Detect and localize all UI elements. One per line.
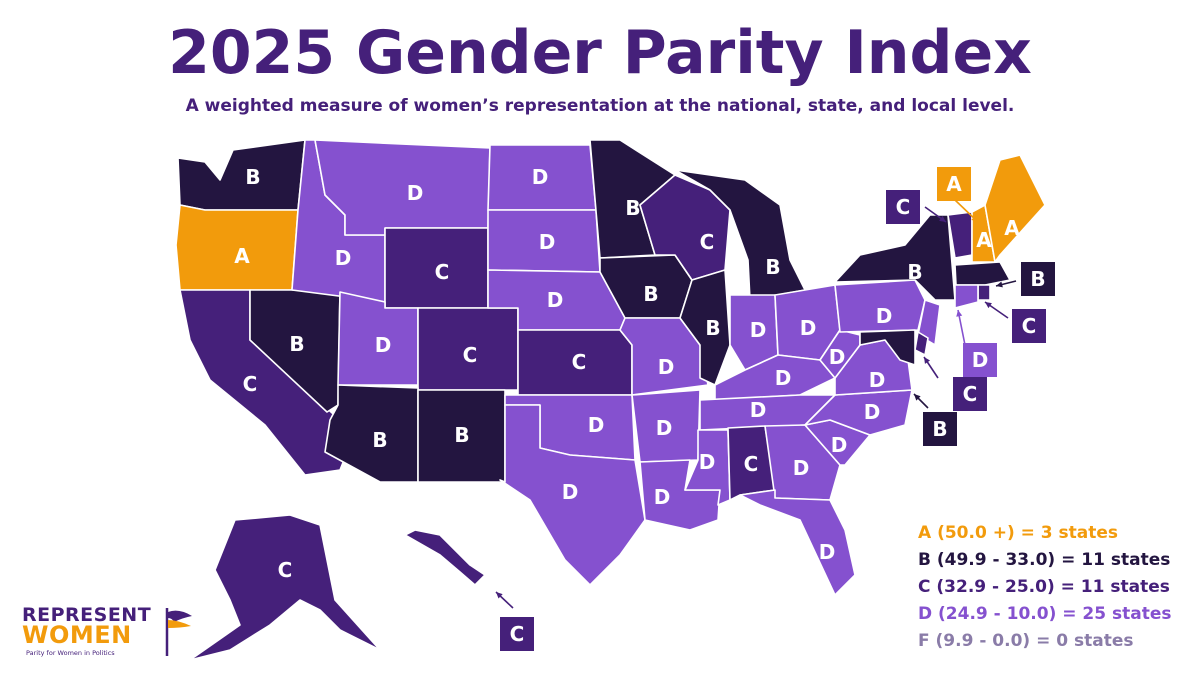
callout-box-ri (1012, 309, 1046, 343)
callout-label-hi: C (510, 622, 525, 646)
callout-box-hi (500, 617, 534, 651)
state-ri[interactable] (977, 284, 991, 301)
state-grade-label-pa: D (876, 304, 893, 328)
legend: A (50.0 +) = 3 states B (49.9 - 33.0) = … (918, 520, 1172, 655)
state-grade-label-il: B (705, 316, 720, 340)
state-wa[interactable] (177, 139, 306, 211)
state-grade-label-ut: D (375, 333, 392, 357)
state-grade-label-nh: A (976, 228, 992, 252)
state-grade-label-ia: B (643, 282, 658, 306)
state-de[interactable] (914, 331, 929, 356)
state-tx[interactable] (499, 404, 646, 586)
state-grade-label-ga: D (793, 456, 810, 480)
state-grade-label-tn: D (750, 398, 767, 422)
state-grade-label-sd: D (539, 230, 556, 254)
logo-line-1: REPRESENT (22, 604, 152, 626)
state-grade-label-ks: C (572, 350, 587, 374)
state-grade-label-ne: D (547, 288, 564, 312)
logo-tagline: Parity for Women in Politics (26, 649, 115, 657)
legend-item-f: F (9.9 - 0.0) = 0 states (918, 631, 1134, 651)
legend-item-c: C (32.9 - 25.0) = 11 states (918, 577, 1170, 597)
legend-item-a: A (50.0 +) = 3 states (918, 523, 1119, 543)
state-grade-label-co: C (463, 343, 478, 367)
state-grade-label-me: A (1004, 216, 1020, 240)
state-grade-label-ky: D (775, 366, 792, 390)
callout-arrowhead-nh (971, 215, 978, 222)
state-md[interactable] (859, 329, 916, 366)
callout-label-ri: C (1022, 314, 1037, 338)
state-grade-label-mt: D (407, 181, 424, 205)
state-grade-label-fl: D (819, 540, 836, 564)
callout-arrowhead-de (924, 357, 931, 364)
state-grade-label-nc: D (864, 400, 881, 424)
callout-label-md: B (932, 417, 947, 441)
state-fl[interactable] (739, 489, 856, 596)
state-hi[interactable] (404, 529, 486, 586)
state-grade-label-mi: B (765, 255, 780, 279)
legend-item-d: D (24.9 - 10.0) = 25 states (918, 604, 1172, 624)
state-grade-label-wi: C (700, 230, 715, 254)
state-il[interactable] (679, 269, 731, 386)
state-grade-label-oh: D (800, 316, 817, 340)
state-grade-label-ak: C (278, 558, 293, 582)
callout-arrowhead-ma (996, 281, 1003, 288)
state-grade-label-ms: D (699, 450, 716, 474)
callout-label-ma: B (1030, 267, 1045, 291)
callout-arrowhead-ri (985, 302, 992, 309)
callout-box-de (953, 377, 987, 411)
state-grade-label-ar: D (656, 416, 673, 440)
state-grade-label-wv: D (829, 345, 846, 369)
callout-box-vt (886, 190, 920, 224)
state-ct[interactable] (954, 284, 979, 309)
callout-arrowhead-hi (496, 592, 503, 599)
state-grade-label-nm: B (454, 423, 469, 447)
state-grade-label-nd: D (532, 165, 549, 189)
state-grade-label-sc: D (831, 433, 848, 457)
callout-label-de: C (963, 382, 978, 406)
callout-box-nh (937, 167, 971, 201)
state-grade-label-la: D (654, 485, 671, 509)
state-grade-label-al: C (744, 452, 759, 476)
page-title: 2025 Gender Parity Index (168, 18, 1032, 88)
callout-label-ct: D (972, 348, 989, 372)
state-grade-label-ca: C (243, 372, 258, 396)
state-ak[interactable] (189, 514, 381, 661)
logo-line-2: WOMEN (22, 621, 132, 649)
callout-arrowhead-md (914, 394, 921, 401)
state-grade-label-mn: B (625, 196, 640, 220)
callout-box-ma (1021, 262, 1055, 296)
callout-box-md (923, 412, 957, 446)
state-grade-label-in: D (750, 318, 767, 342)
callout-box-ct (963, 343, 997, 377)
state-grade-label-nv: B (289, 332, 304, 356)
represent-women-logo: REPRESENT WOMEN Parity for Women in Poli… (22, 604, 192, 660)
state-grade-label-tx: D (562, 480, 579, 504)
legend-item-b: B (49.9 - 33.0) = 11 states (918, 550, 1171, 570)
state-grade-label-ok: D (588, 413, 605, 437)
state-ma[interactable] (954, 261, 1011, 286)
flag-icon (165, 608, 192, 656)
callout-label-vt: C (896, 195, 911, 219)
state-grade-label-mo: D (658, 355, 675, 379)
page-subtitle: A weighted measure of women’s representa… (185, 96, 1015, 116)
state-grade-label-wy: C (435, 260, 450, 284)
callout-arrowhead-vt (939, 215, 946, 222)
state-grade-label-wa: B (245, 165, 260, 189)
state-grade-label-va: D (869, 368, 886, 392)
callout-arrowhead-ct (956, 310, 963, 317)
callout-label-nh: A (946, 172, 962, 196)
state-me[interactable] (984, 154, 1046, 263)
state-nj[interactable] (917, 299, 941, 346)
state-grade-label-ny: B (907, 260, 922, 284)
state-grade-label-id: D (335, 246, 352, 270)
state-grade-label-az: B (372, 428, 387, 452)
state-grade-label-or: A (234, 244, 250, 268)
